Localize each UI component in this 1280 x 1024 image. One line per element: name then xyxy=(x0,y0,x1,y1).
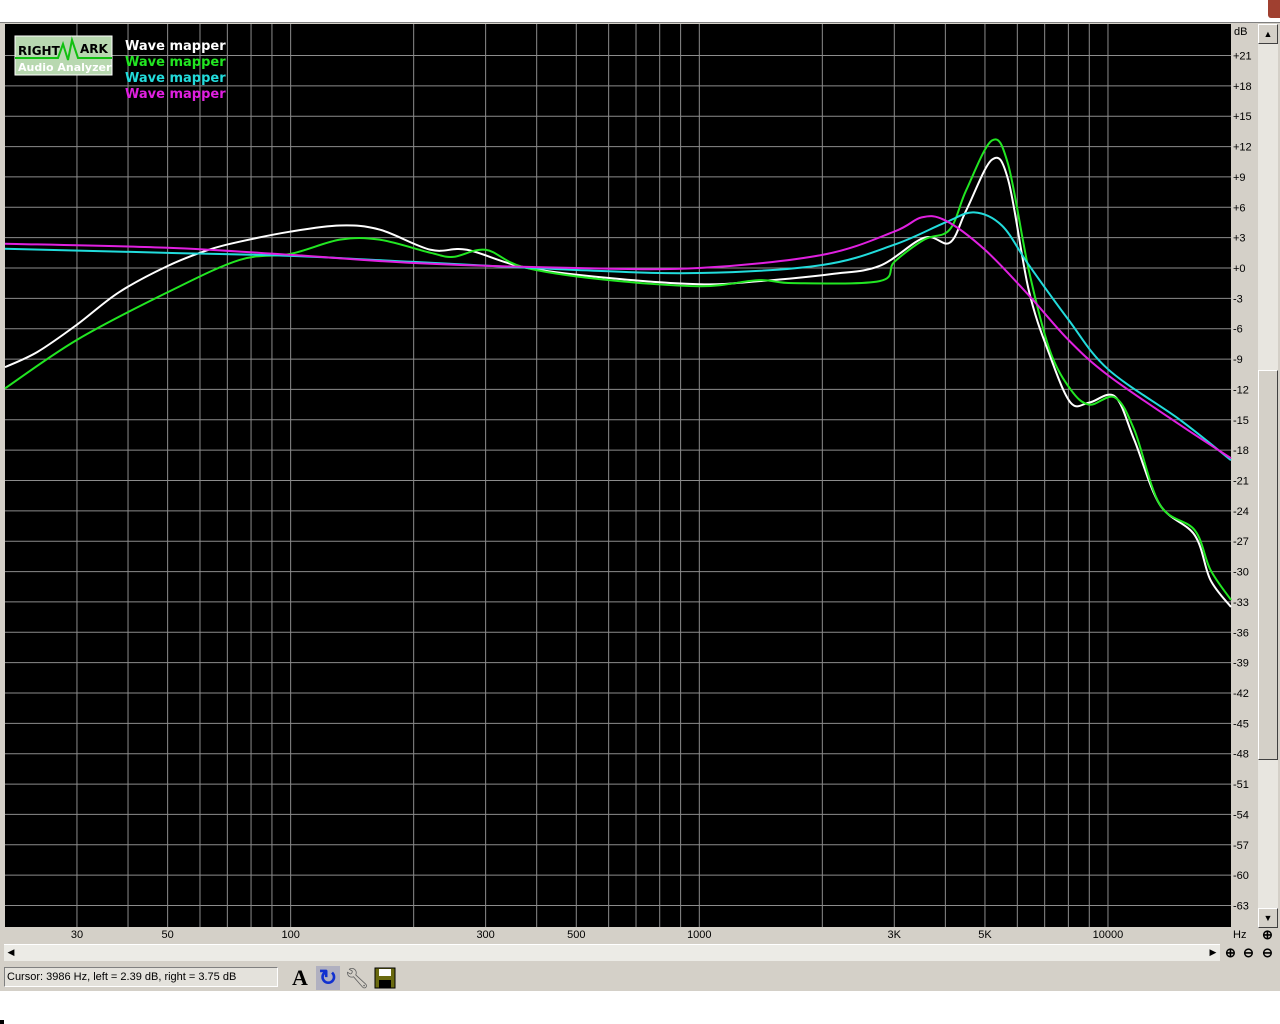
y-axis: +21 +18 +15 +12 +9 +6 +3 +0 -3 -6 -9 -12 -15 -18 -21 -2… xyxy=(1233,51,1252,913)
y-unit-label: dB xyxy=(1234,26,1247,38)
logo: RIGHT ARK Audio Analyzer xyxy=(14,35,113,76)
y-tick-label: -48 xyxy=(1233,749,1249,761)
x-tick-label: 10000 xyxy=(1093,929,1124,941)
x-tick-label: 500 xyxy=(567,929,585,941)
y-tick-label: -6 xyxy=(1233,324,1243,336)
y-tick-label: -27 xyxy=(1233,536,1249,548)
x-unit-label: Hz xyxy=(1233,929,1246,941)
taskbar-fragment xyxy=(0,1020,4,1024)
series-line-1 xyxy=(4,156,1232,608)
x-tick-label: 3K xyxy=(888,929,902,941)
y-tick-label: +12 xyxy=(1233,142,1252,154)
y-tick-label: +18 xyxy=(1233,81,1252,93)
zoom-reset-icon[interactable]: ⊖ xyxy=(1262,945,1273,960)
y-tick-label: +3 xyxy=(1233,233,1246,245)
font-icon[interactable]: A xyxy=(292,965,308,990)
window-close-button[interactable] xyxy=(1268,0,1280,18)
y-tick-label: -63 xyxy=(1233,901,1249,913)
scroll-up-button[interactable]: ▲ xyxy=(1258,24,1278,44)
series-line-2 xyxy=(4,138,1232,601)
x-tick-label: 5K xyxy=(978,929,992,941)
zoom-in-y-icon[interactable]: ⊕ xyxy=(1262,927,1273,942)
y-tick-label: +9 xyxy=(1233,172,1246,184)
x-axis: 30 50 100 300 500 1000 3K 5K 10000 xyxy=(71,929,1123,941)
y-tick-label: -45 xyxy=(1233,718,1249,730)
cursor-readout: Cursor: 3986 Hz, left = 2.39 dB, right =… xyxy=(4,967,278,987)
y-tick-label: -24 xyxy=(1233,506,1249,518)
series-line-4 xyxy=(4,215,1232,460)
scroll-right-button[interactable]: ▶ xyxy=(1209,947,1217,957)
zoom-out-x-icon[interactable]: ⊖ xyxy=(1243,945,1254,960)
y-tick-label: -12 xyxy=(1233,384,1249,396)
save-icon[interactable] xyxy=(373,966,397,990)
legend-entry: Wave mapper xyxy=(125,87,226,102)
y-tick-label: -18 xyxy=(1233,445,1249,457)
frequency-response-chart: +21 +18 +15 +12 +9 +6 +3 +0 -3 -6 -9 -12 -15 -18 -21 -2… xyxy=(4,24,1252,941)
legend-entry: Wave mapper xyxy=(125,39,226,54)
y-tick-label: -33 xyxy=(1233,597,1249,609)
legend-entry: Wave mapper xyxy=(125,55,226,70)
y-tick-label: -54 xyxy=(1233,809,1249,821)
y-tick-label: +21 xyxy=(1233,51,1252,63)
svg-text:ARK: ARK xyxy=(80,42,109,56)
zoom-in-x-icon[interactable]: ⊕ xyxy=(1225,945,1236,960)
y-tick-label: -57 xyxy=(1233,840,1249,852)
x-tick-label: 300 xyxy=(476,929,494,941)
x-tick-label: 50 xyxy=(161,929,173,941)
series-lines xyxy=(4,138,1232,608)
y-tick-label: -42 xyxy=(1233,688,1249,700)
y-tick-label: -60 xyxy=(1233,870,1249,882)
plot-background xyxy=(5,24,1231,927)
svg-text:Audio Analyzer: Audio Analyzer xyxy=(18,61,112,74)
x-tick-label: 1000 xyxy=(687,929,711,941)
svg-text:RIGHT: RIGHT xyxy=(18,44,61,58)
title-bar xyxy=(0,0,1280,22)
y-tick-label: -3 xyxy=(1233,293,1243,305)
y-tick-label: +6 xyxy=(1233,202,1246,214)
vertical-scrollbar[interactable]: ▲ ▼ xyxy=(1258,24,1278,928)
y-tick-label: -15 xyxy=(1233,415,1249,427)
grid xyxy=(5,24,1231,927)
y-tick-label: +15 xyxy=(1233,111,1252,123)
y-tick-label: -9 xyxy=(1233,354,1243,366)
x-tick-label: 30 xyxy=(71,929,83,941)
y-tick-label: -39 xyxy=(1233,658,1249,670)
y-tick-label: -51 xyxy=(1233,779,1249,791)
y-tick-label: -36 xyxy=(1233,627,1249,639)
y-tick-label: +0 xyxy=(1233,263,1246,275)
horizontal-scrollbar[interactable]: ◀ ▶ xyxy=(4,944,1220,961)
refresh-icon[interactable]: ↻ xyxy=(316,965,340,990)
y-tick-label: -30 xyxy=(1233,567,1249,579)
y-tick-label: -21 xyxy=(1233,476,1249,488)
scroll-left-button[interactable]: ◀ xyxy=(7,947,15,957)
settings-wrench-icon[interactable]: 🔧︎ xyxy=(344,967,370,990)
scroll-down-button[interactable]: ▼ xyxy=(1258,908,1278,928)
legend-entry: Wave mapper xyxy=(125,71,226,86)
x-tick-label: 100 xyxy=(281,929,299,941)
scroll-thumb[interactable] xyxy=(1258,370,1278,760)
